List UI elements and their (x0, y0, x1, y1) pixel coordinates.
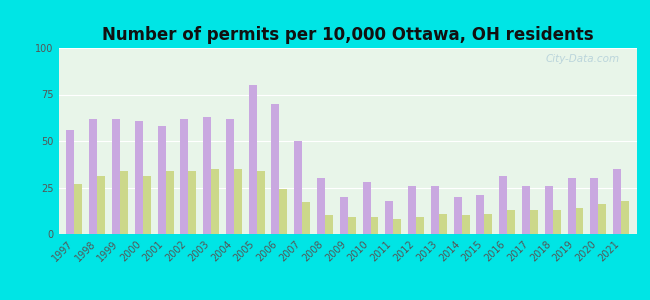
Bar (325, 215, 333, 234)
Bar (393, 219, 401, 234)
Bar (621, 200, 629, 234)
Bar (234, 169, 242, 234)
Bar (545, 186, 552, 234)
Bar (203, 117, 211, 234)
Text: City-Data.com: City-Data.com (545, 54, 619, 64)
Bar (552, 210, 561, 234)
Bar (567, 178, 575, 234)
Bar (416, 217, 424, 234)
Bar (280, 189, 287, 234)
Bar (66, 130, 75, 234)
Bar (188, 171, 196, 234)
Bar (590, 178, 598, 234)
Bar (302, 202, 310, 234)
Bar (431, 186, 439, 234)
Bar (166, 171, 174, 234)
Bar (484, 214, 493, 234)
Bar (340, 197, 348, 234)
Bar (507, 210, 515, 234)
Bar (439, 214, 447, 234)
Bar (462, 215, 469, 234)
Bar (348, 217, 356, 234)
Bar (522, 186, 530, 234)
Bar (180, 119, 188, 234)
Bar (112, 119, 120, 234)
Bar (499, 176, 507, 234)
Bar (530, 210, 538, 234)
Bar (272, 104, 280, 234)
Bar (89, 119, 98, 234)
Bar (75, 184, 83, 234)
Bar (317, 178, 325, 234)
Bar (476, 195, 484, 234)
Bar (226, 119, 234, 234)
Bar (157, 126, 166, 234)
Bar (408, 186, 416, 234)
Bar (120, 171, 128, 234)
Bar (613, 169, 621, 234)
Bar (385, 200, 393, 234)
Bar (143, 176, 151, 234)
Bar (257, 171, 265, 234)
Bar (294, 141, 302, 234)
Bar (135, 121, 143, 234)
Bar (598, 204, 606, 234)
Bar (249, 85, 257, 234)
Bar (98, 176, 105, 234)
Bar (370, 217, 378, 234)
Bar (211, 169, 219, 234)
Bar (363, 182, 370, 234)
Title: Number of permits per 10,000 Ottawa, OH residents: Number of permits per 10,000 Ottawa, OH … (102, 26, 593, 44)
Bar (575, 208, 584, 234)
Bar (454, 197, 462, 234)
